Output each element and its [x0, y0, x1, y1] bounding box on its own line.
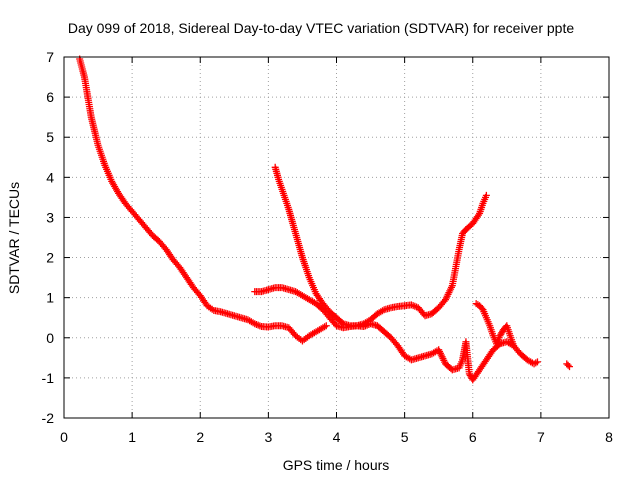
x-tick-label: 7: [537, 429, 545, 445]
x-tick-label: 5: [401, 429, 409, 445]
x-tick-label: 8: [605, 429, 613, 445]
y-tick-label: 6: [46, 89, 54, 105]
y-tick-label: 4: [46, 169, 54, 185]
chart-title: Day 099 of 2018, Sidereal Day-to-day VTE…: [68, 20, 575, 36]
y-tick-label: 1: [46, 290, 54, 306]
y-tick-label: -1: [42, 370, 55, 386]
y-tick-label: 5: [46, 129, 54, 145]
y-tick-label: 2: [46, 250, 54, 266]
grid-lines: [64, 57, 609, 418]
data-point: [564, 361, 572, 369]
x-tick-label: 4: [333, 429, 341, 445]
y-tick-label: 3: [46, 209, 54, 225]
series-track-1: [76, 55, 330, 345]
y-tick-label: -2: [42, 410, 55, 426]
data-point: [474, 211, 482, 219]
x-tick-label: 3: [264, 429, 272, 445]
data-point: [510, 342, 518, 350]
data-point: [565, 363, 573, 371]
plot-frame: [63, 56, 610, 419]
y-tick-label: 7: [46, 49, 54, 65]
data-point: [532, 359, 540, 367]
series-track-3: [251, 191, 490, 332]
tick-labels: 0 1 2 3 4 5 6 7 8 -2 -1 0 1 2 3 4 5 6 7: [42, 49, 614, 445]
data-points: [76, 55, 573, 384]
series-track-4: [472, 300, 518, 350]
series-track-2: [271, 163, 541, 384]
x-axis-label: GPS time / hours: [283, 457, 390, 473]
x-tick-label: 1: [128, 429, 136, 445]
x-tick-label: 6: [469, 429, 477, 445]
x-tick-label: 0: [60, 429, 68, 445]
x-tick-label: 2: [196, 429, 204, 445]
data-point: [322, 322, 330, 330]
y-tick-label: 0: [46, 330, 54, 346]
data-point: [533, 358, 541, 366]
series-track-5: [563, 360, 573, 371]
data-point: [482, 191, 490, 199]
y-axis-label: SDTVAR / TECUs: [6, 182, 22, 294]
